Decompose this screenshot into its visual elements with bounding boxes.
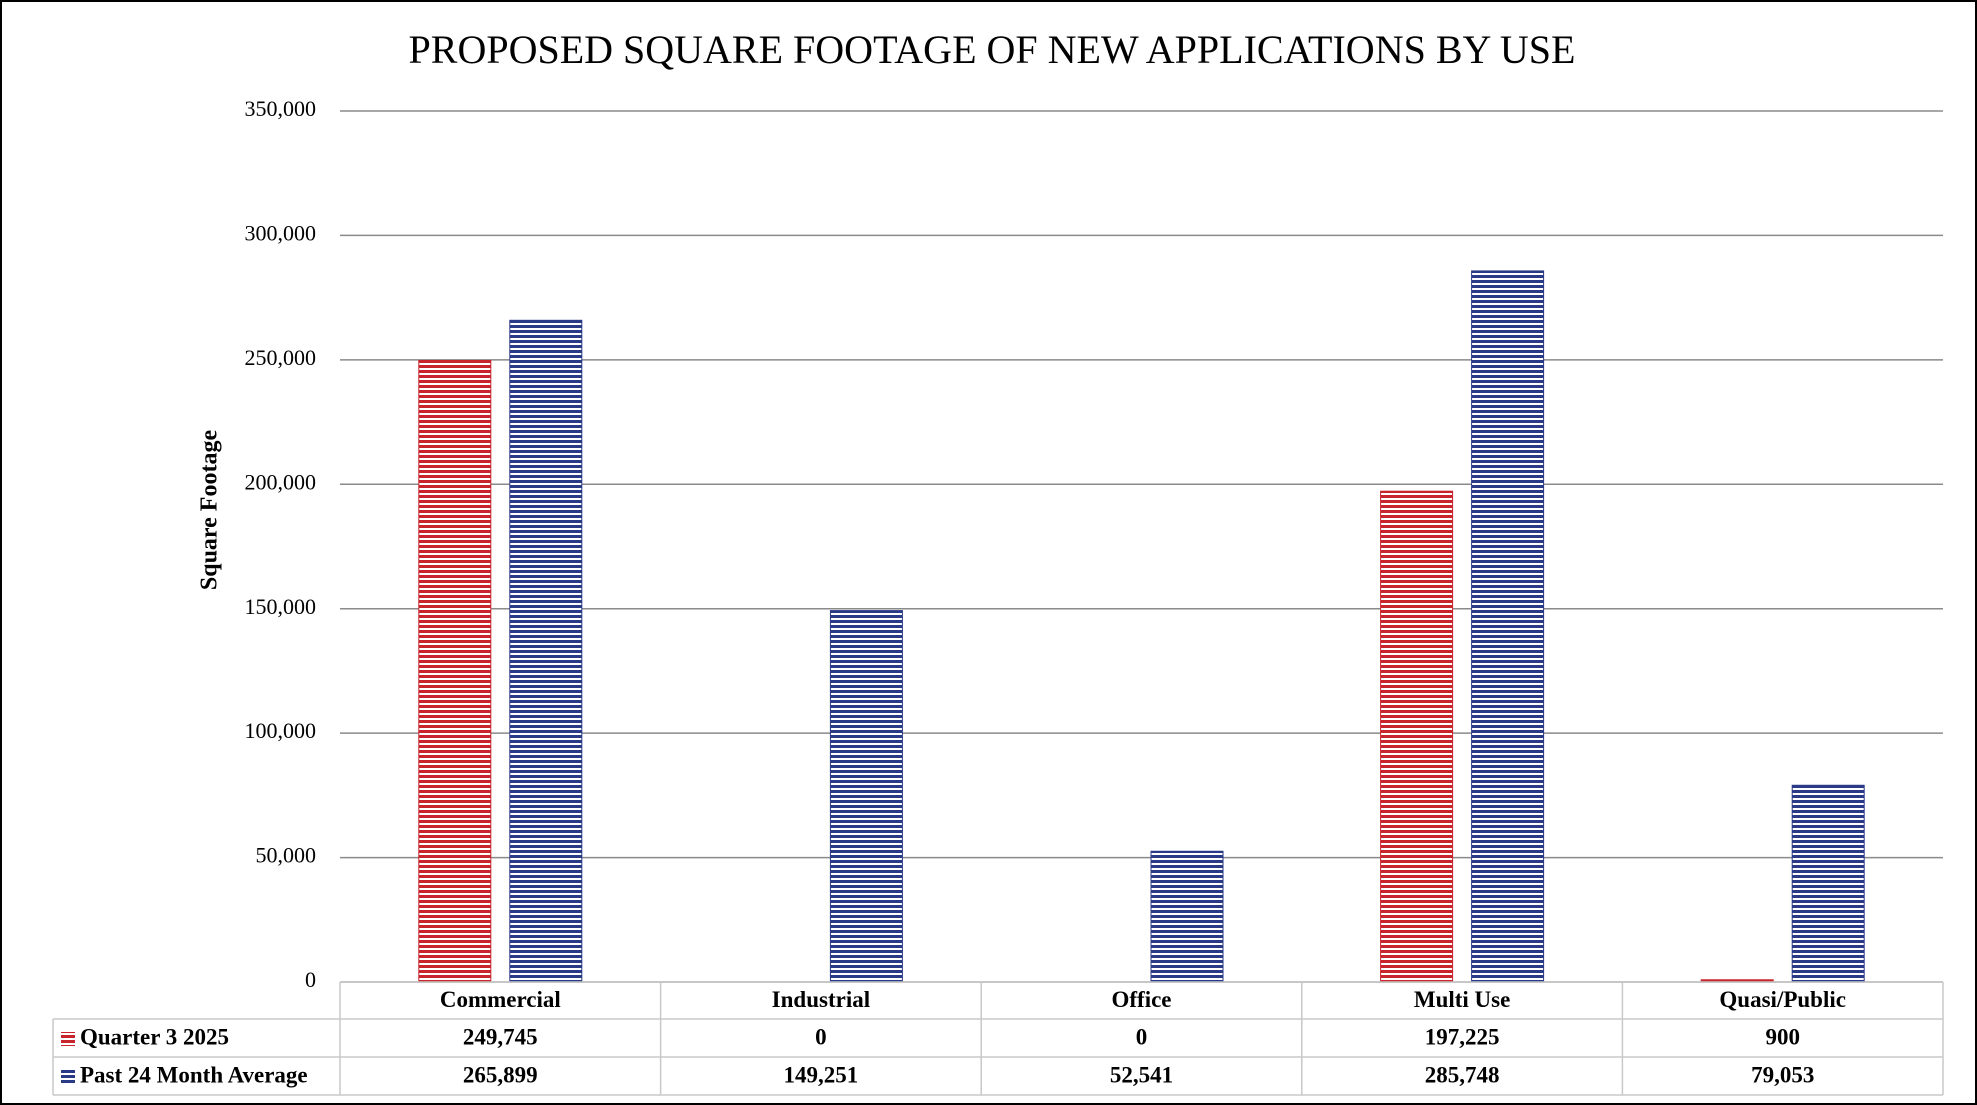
x-tick-label: Office [1111,987,1171,1012]
chart-title: PROPOSED SQUARE FOOTAGE OF NEW APPLICATI… [409,27,1576,72]
table-value: 0 [1136,1024,1148,1049]
bar [509,319,583,983]
bar [829,610,903,983]
table-value: 249,745 [463,1024,538,1049]
x-tick-label: Multi Use [1414,987,1510,1012]
table-value: 900 [1765,1024,1800,1049]
y-tick-label: 150,000 [245,594,317,619]
legend-label: Quarter 3 2025 [80,1024,229,1049]
table-value: 265,899 [463,1062,538,1087]
y-axis-label: Square Footage [197,430,223,591]
table-value: 0 [815,1024,827,1049]
bar [418,359,492,983]
y-tick-label: 250,000 [245,345,317,370]
bar [1150,850,1224,983]
y-tick-label: 350,000 [245,96,317,121]
table-value: 149,251 [784,1062,859,1087]
bar [1791,784,1865,983]
x-tick-label: Commercial [440,987,561,1012]
table-value: 197,225 [1425,1024,1500,1049]
y-tick-label: 100,000 [245,718,317,743]
y-tick-label: 300,000 [245,220,317,245]
y-tick-label: 0 [305,967,316,992]
legend-swatch [61,1070,75,1084]
x-tick-label: Quasi/Public [1719,987,1846,1012]
x-tick-label: Industrial [772,987,870,1012]
y-tick-label: 50,000 [256,843,317,868]
bar [1380,490,1454,983]
table-value: 285,748 [1425,1062,1500,1087]
y-tick-label: 200,000 [245,469,317,494]
legend-label: Past 24 Month Average [80,1062,308,1087]
table-value: 79,053 [1751,1062,1814,1087]
bar [1471,270,1545,983]
legend-swatch [61,1032,75,1046]
table-value: 52,541 [1110,1062,1173,1087]
